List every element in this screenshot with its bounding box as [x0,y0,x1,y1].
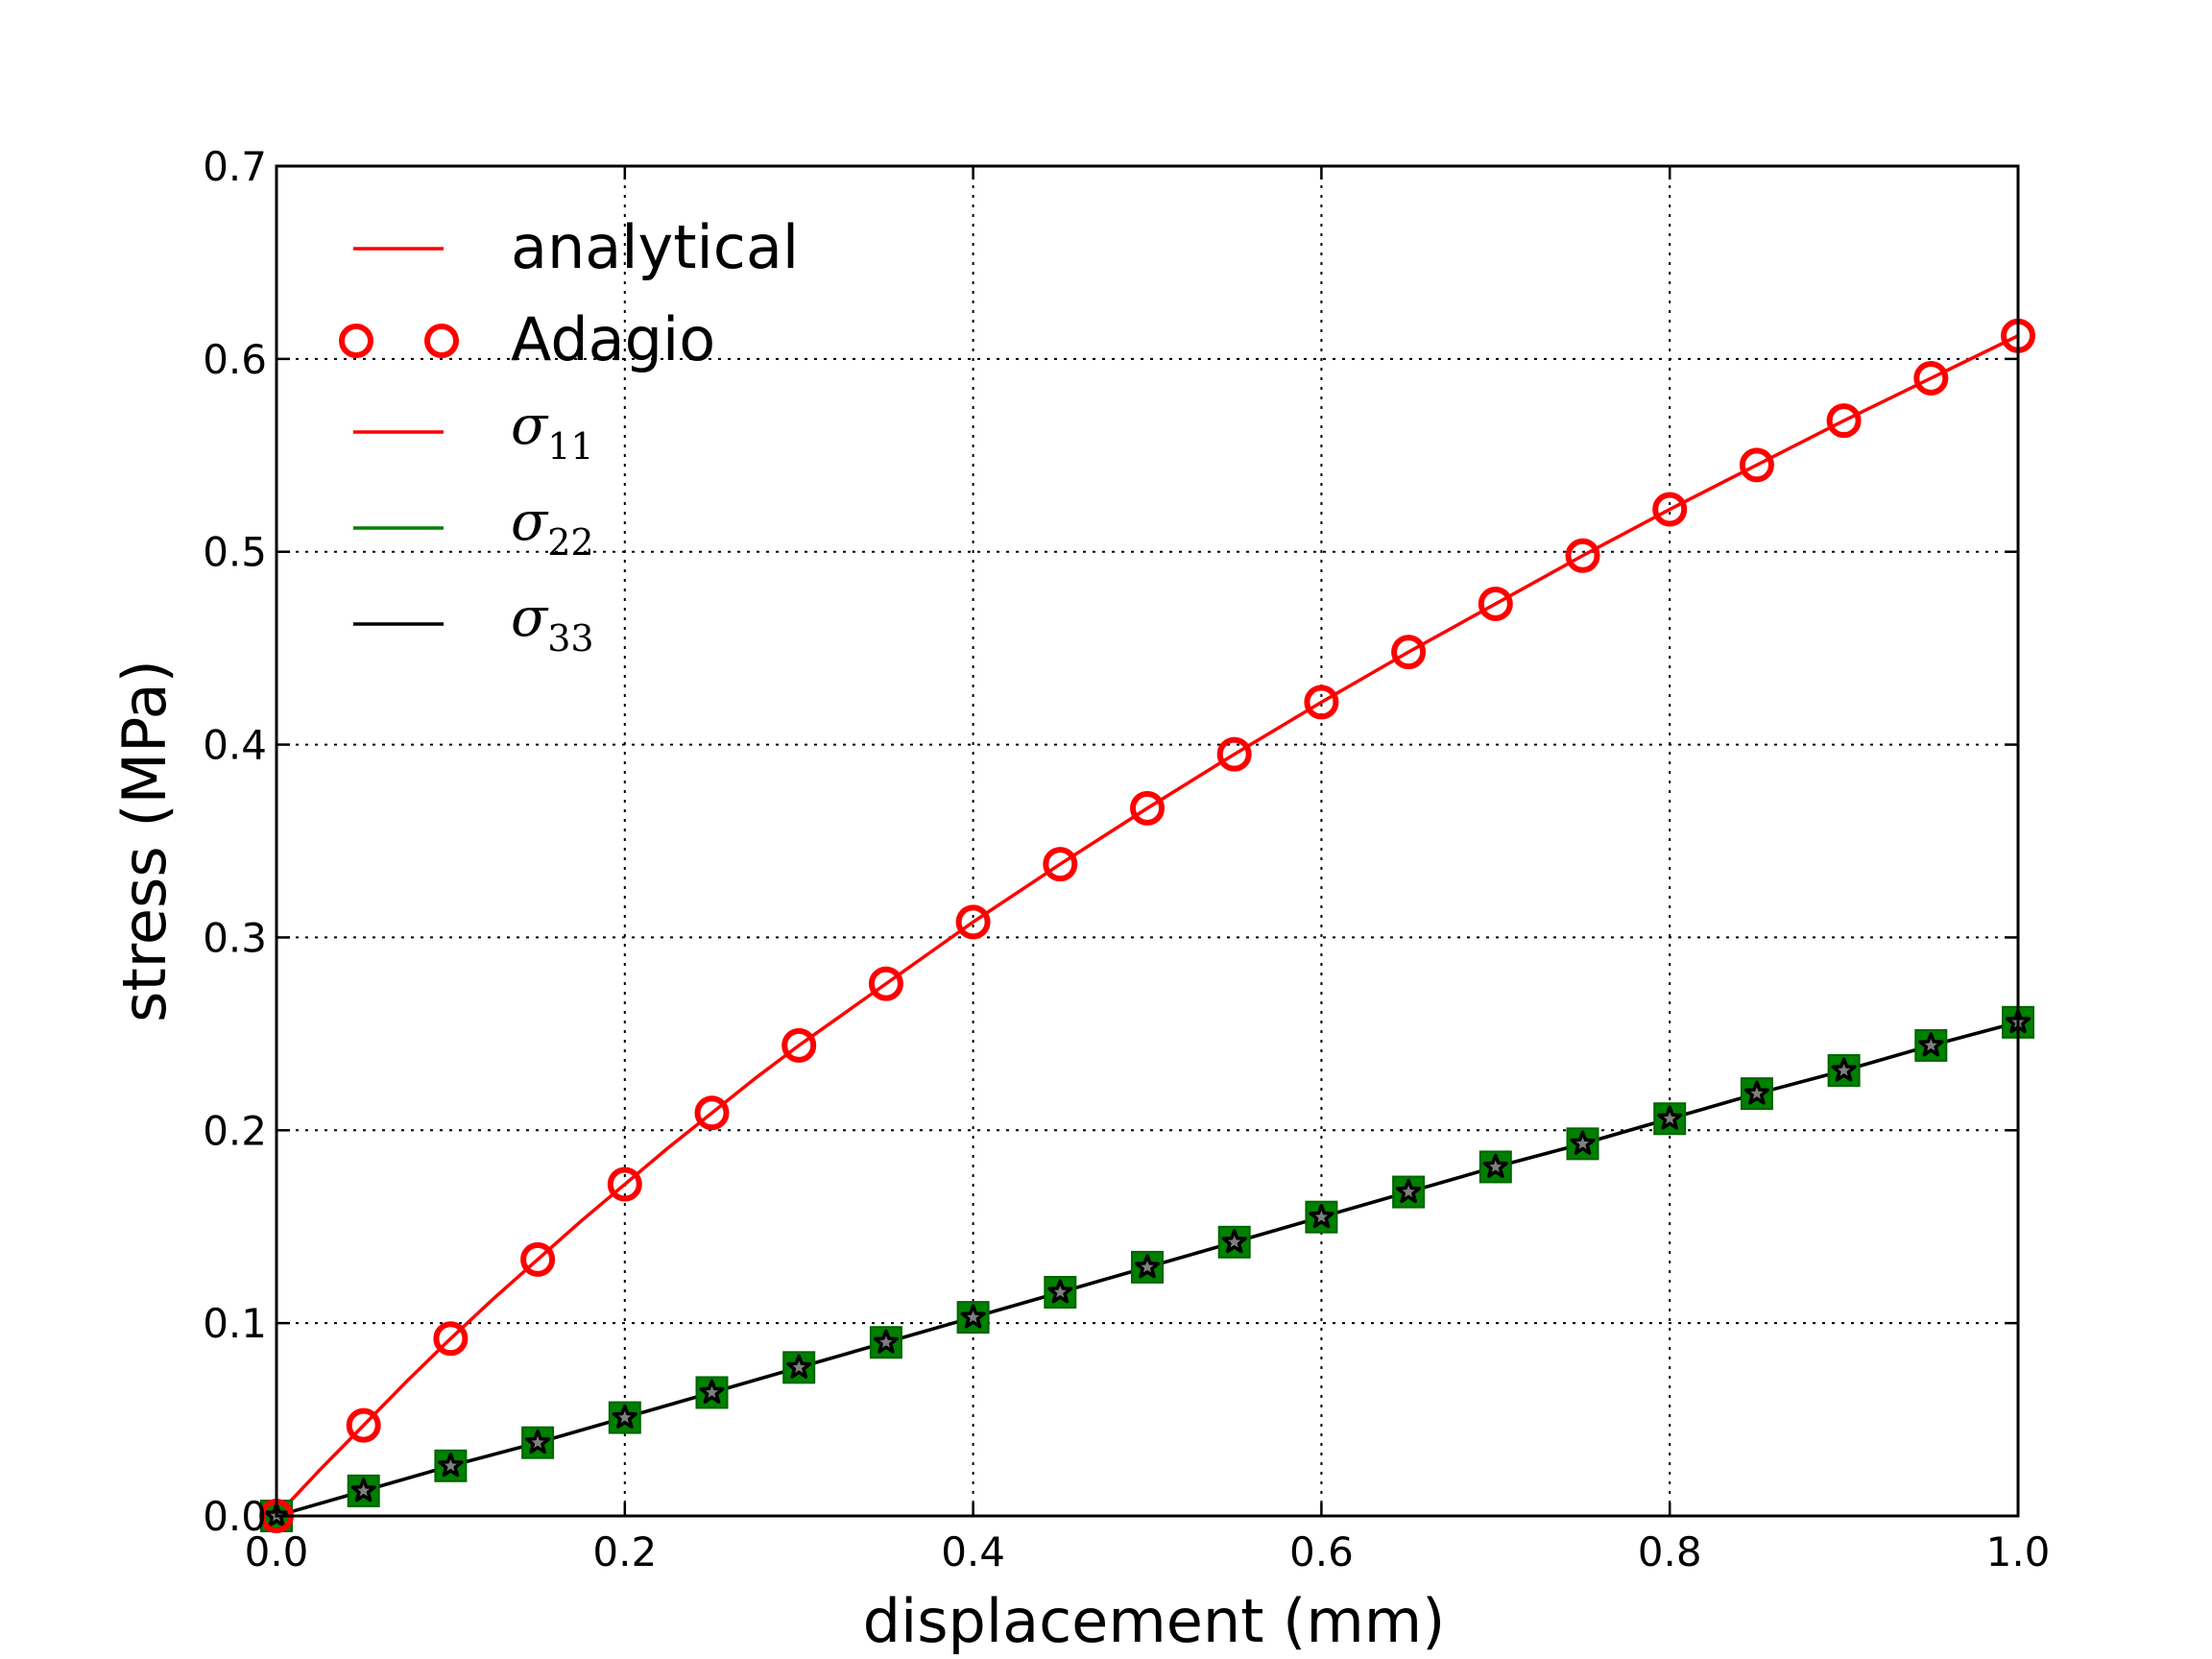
plot-frame [275,164,2020,1518]
data-point-circle [781,1027,817,1063]
y-tick-label: 0.7 [203,143,267,190]
data-point-star [1134,1254,1161,1279]
y-tick-label: 0.3 [203,914,267,961]
x-tick-label: 1.0 [1986,1528,2051,1575]
data-point-star [873,1329,900,1354]
data-point-star [699,1379,725,1404]
series-star-marker [263,1009,2032,1527]
y-axis-label: stress (MPa) [109,660,180,1022]
legend-label: analytical [511,212,799,282]
data-point-circle [346,1407,381,1443]
data-point-star [1918,1032,1944,1057]
legend-entry: σ33 [353,587,594,660]
data-point-circle [955,904,991,940]
grid [276,166,2018,1516]
legend-label-subscript: 33 [547,617,593,660]
data-point-circle [1391,635,1427,670]
data-point-circle [1739,447,1774,483]
data-point-star [524,1429,551,1455]
data-point-circle [1826,403,1862,439]
legend-entry: analytical [353,212,799,282]
legend-label: σ33 [511,587,594,660]
legend-label-symbol: σ [511,491,549,553]
legend-label-symbol: σ [511,587,549,649]
data-point-star [438,1453,464,1478]
y-tick-label: 0.6 [203,336,267,383]
data-point-star [1221,1229,1247,1254]
legend-label: Adagio [511,304,715,374]
y-tick-label: 0.0 [203,1493,267,1540]
data-point-star [1570,1130,1596,1155]
series-line [275,334,2019,1518]
legend-label-subscript: 22 [547,521,593,564]
data-point-star [1743,1080,1770,1105]
legend-label-subscript: 11 [547,425,593,468]
data-point-star [612,1404,637,1430]
data-point-circle [433,1321,469,1357]
series-circle-marker [259,318,2035,1533]
data-point-circle [1043,847,1078,882]
data-point-square [1653,1102,1687,1136]
data-point-circle [1130,790,1165,826]
data-point-circle [1478,586,1513,621]
data-point-circle [868,966,903,1001]
legend-label: σ11 [511,395,594,468]
data-point-circle [1304,685,1339,720]
series-line [275,334,2019,1518]
x-tick-label: 0.0 [245,1528,309,1575]
data-point-star [1395,1178,1422,1204]
data-point-circle [694,1095,730,1131]
data-point-circle [520,1241,556,1277]
y-tick-label: 0.4 [203,722,267,769]
data-point-star [1047,1279,1073,1304]
axis-ticks [275,164,2020,1518]
data-point-circle [1652,492,1688,527]
data-point-circle [1913,360,1949,396]
y-tick-label: 0.5 [203,529,267,576]
legend-circle-swatch [339,324,373,358]
legend-label-symbol: σ [511,395,549,457]
data-point-star [1831,1057,1857,1082]
x-tick-label: 0.8 [1638,1528,1702,1575]
y-tick-label: 0.2 [203,1107,267,1154]
data-point-circle [607,1166,642,1202]
tick-labels: 0.0 0.2 0.4 0.6 0.8 1.0 0.0 0.1 0.2 0.3 0.4 0.5 0.6 0… [203,143,2050,1575]
x-tick-label: 0.4 [941,1528,1005,1575]
x-axis-label: displacement (mm) [863,1586,1446,1656]
data-point-star [350,1478,376,1503]
x-tick-label: 0.6 [1289,1528,1354,1575]
x-tick-label: 0.2 [592,1528,657,1575]
legend-label: σ22 [511,491,594,564]
data-point-star [1657,1105,1683,1130]
data-point-star [786,1354,812,1379]
data-point-star [960,1304,986,1329]
legend-entry: Adagio [339,304,715,374]
legend-circle-swatch [424,324,459,358]
data-point-circle [1216,736,1252,772]
plot-series [259,318,2035,1533]
data-point-star [1482,1153,1508,1178]
y-tick-label: 0.1 [203,1300,267,1347]
data-point-star [1309,1203,1334,1229]
legend-entry: σ11 [353,395,594,468]
data-point-circle [1565,538,1600,573]
legend-entry: σ22 [353,491,594,564]
